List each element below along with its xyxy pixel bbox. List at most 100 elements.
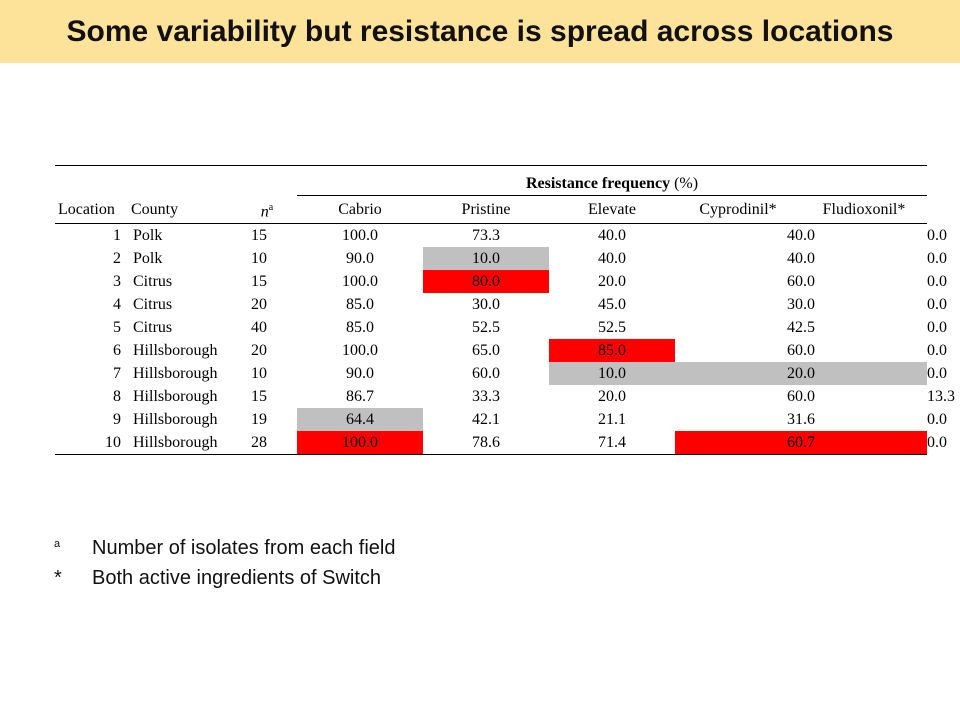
cell-county: Polk [133, 249, 163, 267]
cell-cyprodinil: 31.6 [787, 410, 815, 428]
cell-n: 10 [251, 364, 267, 382]
cell-pristine: 30.0 [472, 295, 500, 313]
cell-location: 3 [113, 272, 121, 290]
cell-cyprodinil: 40.0 [787, 249, 815, 267]
table-row: 5 Citrus 40 85.0 52.5 52.5 42.5 0.0 [55, 316, 947, 339]
cell-n: 20 [251, 295, 267, 313]
column-header-row: Location County na Cabrio Pristine Eleva… [55, 195, 927, 224]
cell-pristine: 10.0 [423, 246, 549, 270]
footnote-mark-asterisk: * [54, 567, 62, 589]
resistance-table: Resistance frequency (%) Location County… [55, 165, 955, 455]
cell-county: Citrus [133, 295, 173, 313]
cell-cabrio: 100.0 [342, 226, 378, 244]
cell-elevate: 10.0 [549, 361, 675, 385]
cell-county: Hillsborough [133, 387, 218, 405]
cell-elevate: 52.5 [598, 318, 626, 336]
cell-pristine: 78.6 [423, 430, 549, 455]
cell-elevate: 40.0 [598, 226, 626, 244]
group-header-label: Resistance frequency [525, 175, 671, 192]
cell-county: Hillsborough [133, 364, 218, 382]
cell-pristine: 73.3 [472, 226, 500, 244]
footnote-text-isolates: Number of isolates from each field [92, 537, 396, 559]
cell-cabrio: 100.0 [342, 272, 378, 290]
cell-location: 2 [113, 249, 121, 267]
cell-cyprodinil: 60.0 [787, 272, 815, 290]
cell-elevate: 40.0 [598, 249, 626, 267]
cell-cyprodinil: 60.0 [787, 387, 815, 405]
cell-elevate: 21.1 [598, 410, 626, 428]
slide-title: Some variability but resistance is sprea… [66, 14, 894, 48]
header-n: na [237, 195, 297, 224]
table-row: 1 Polk 15 100.0 73.3 40.0 40.0 0.0 [55, 223, 947, 247]
footnote-mark-a: a [54, 538, 61, 550]
top-rule [55, 165, 927, 172]
cell-location: 5 [113, 318, 121, 336]
title-banner: Some variability but resistance is sprea… [0, 0, 960, 63]
cell-elevate: 85.0 [549, 338, 675, 362]
table-row: 2 Polk 10 90.0 10.0 40.0 40.0 0.0 [55, 246, 947, 270]
cell-n: 28 [237, 430, 297, 455]
cell-n: 15 [251, 272, 267, 290]
cell-county: Citrus [133, 318, 173, 336]
cell-county: Hillsborough [133, 341, 218, 359]
cell-n: 40 [251, 318, 267, 336]
cell-cyprodinil: 40.0 [787, 226, 815, 244]
cell-elevate: 20.0 [598, 387, 626, 405]
header-county: County [127, 195, 237, 224]
cell-location: 7 [113, 364, 121, 382]
cell-county: Citrus [133, 272, 173, 290]
cell-cabrio: 86.7 [346, 387, 374, 405]
cell-location: 4 [113, 295, 121, 313]
cell-county: Hillsborough [127, 430, 237, 455]
cell-pristine: 52.5 [472, 318, 500, 336]
footnotes: a Number of isolates from each field * B… [52, 537, 395, 597]
cell-n: 20 [251, 341, 267, 359]
cell-location: 10 [55, 430, 127, 455]
footnote-switch: * Both active ingredients of Switch [52, 567, 395, 597]
cell-cabrio: 90.0 [346, 364, 374, 382]
header-n-superscript: a [268, 201, 274, 213]
cell-county: Polk [133, 226, 163, 244]
cell-pristine: 60.0 [472, 364, 500, 382]
header-cyprodinil: Cyprodinil* [675, 195, 801, 224]
table-row: 10 Hillsborough 28 100.0 78.6 71.4 60.7 0.0 [55, 430, 947, 455]
header-cabrio: Cabrio [297, 195, 423, 224]
resistance-table-container: Resistance frequency (%) Location County… [55, 165, 955, 455]
table-row: 4 Citrus 20 85.0 30.0 45.0 30.0 0.0 [55, 293, 947, 316]
group-header: Resistance frequency (%) [297, 172, 927, 196]
cell-cabrio: 64.4 [297, 407, 423, 431]
cell-elevate: 20.0 [598, 272, 626, 290]
cell-cyprodinil: 42.5 [787, 318, 815, 336]
cell-cyprodinil: 60.0 [787, 341, 815, 359]
cell-cyprodinil: 30.0 [787, 295, 815, 313]
cell-n: 19 [251, 410, 267, 428]
cell-location: 9 [113, 410, 121, 428]
header-pristine: Pristine [423, 195, 549, 224]
header-elevate: Elevate [549, 195, 675, 224]
cell-elevate: 71.4 [549, 430, 675, 455]
cell-cabrio: 100.0 [342, 341, 378, 359]
cell-cabrio: 85.0 [346, 318, 374, 336]
cell-n: 15 [251, 226, 267, 244]
header-location: Location [55, 195, 127, 224]
header-fludioxonil: Fludioxonil* [801, 195, 927, 224]
footnote-text-switch: Both active ingredients of Switch [92, 567, 382, 589]
cell-cabrio: 90.0 [346, 249, 374, 267]
cell-n: 15 [251, 387, 267, 405]
cell-location: 6 [113, 341, 121, 359]
cell-pristine: 42.1 [472, 410, 500, 428]
cell-location: 1 [113, 226, 121, 244]
cell-cyprodinil: 20.0 [675, 361, 927, 385]
table-row: 6 Hillsborough 20 100.0 65.0 85.0 60.0 0.0 [55, 338, 947, 362]
table-row: 9 Hillsborough 19 64.4 42.1 21.1 31.6 0.0 [55, 407, 947, 431]
cell-pristine: 80.0 [423, 269, 549, 293]
table-row: 3 Citrus 15 100.0 80.0 20.0 60.0 0.0 [55, 269, 947, 293]
group-header-unit: (%) [674, 175, 699, 192]
group-header-row: Resistance frequency (%) [55, 172, 927, 196]
cell-pristine: 33.3 [472, 387, 500, 405]
cell-n: 10 [251, 249, 267, 267]
cell-cabrio: 85.0 [346, 295, 374, 313]
cell-cabrio: 100.0 [297, 430, 423, 455]
cell-county: Hillsborough [133, 410, 218, 428]
cell-cyprodinil: 60.7 [675, 430, 927, 455]
